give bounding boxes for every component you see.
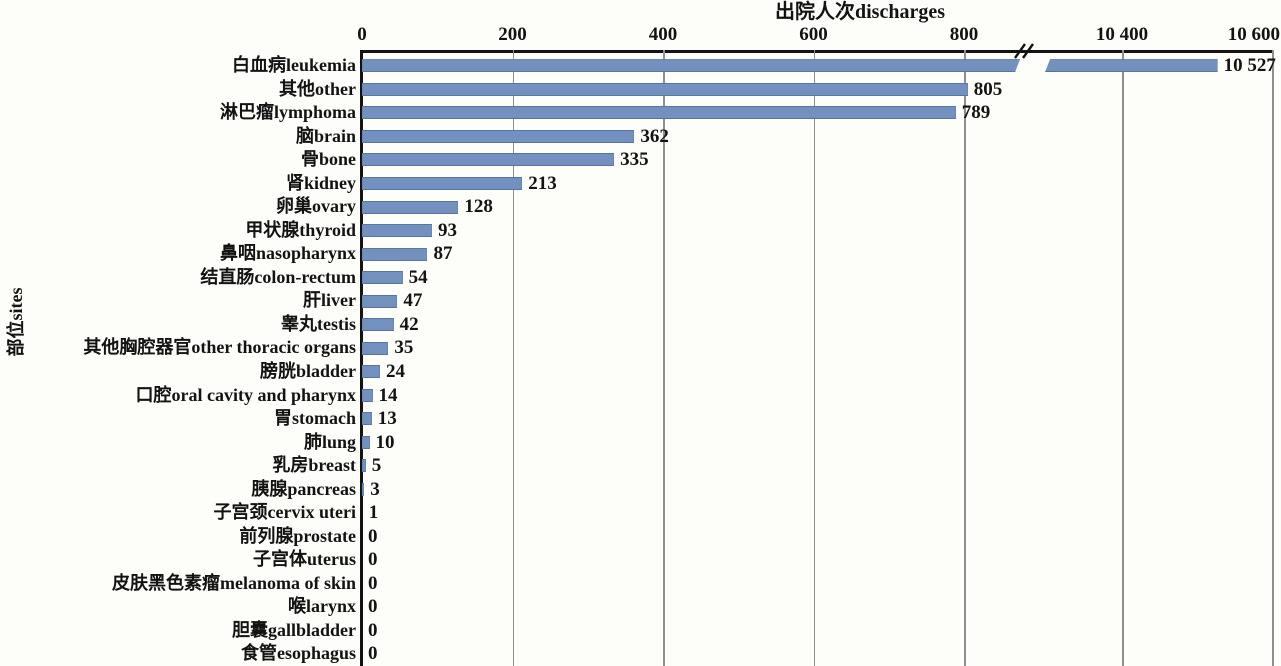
bar-value-label: 42 bbox=[399, 313, 419, 335]
bar-segment bbox=[362, 129, 635, 143]
gridline bbox=[1272, 50, 1274, 666]
gridline bbox=[813, 50, 815, 666]
category-label: 子宫体uterus bbox=[253, 549, 356, 570]
bar-value-label: 128 bbox=[464, 196, 493, 218]
bar-value-label: 3 bbox=[370, 478, 380, 500]
category-label: 口腔oral cavity and pharynx bbox=[135, 384, 356, 405]
bar-segment bbox=[362, 435, 370, 449]
x-tick-label: 800 bbox=[949, 24, 979, 45]
bar-segment bbox=[362, 224, 432, 238]
bar-segment bbox=[362, 459, 366, 473]
bar-segment bbox=[362, 247, 428, 261]
bar-value-label: 47 bbox=[403, 290, 423, 312]
category-label: 膀胱bladder bbox=[259, 361, 356, 381]
bar-value-label: 805 bbox=[973, 78, 1003, 100]
y-axis-line bbox=[360, 50, 363, 666]
gridline bbox=[964, 50, 966, 666]
category-label: 喉larynx bbox=[287, 596, 356, 617]
bar-value-label: 10 bbox=[375, 431, 395, 453]
plot-area: 10 527 805 789 362 335 213 128 93 87 54 47 42 35 24 14… bbox=[360, 43, 1276, 666]
bar-segment bbox=[362, 294, 398, 308]
category-label: 胰腺pancreas bbox=[251, 478, 356, 499]
category-label: 子宫颈cervix uteri bbox=[213, 502, 356, 523]
category-label: 结直肠colon-rectum bbox=[200, 266, 356, 287]
bar-segment bbox=[362, 82, 968, 96]
category-label: 甲状腺thyroid bbox=[245, 219, 356, 240]
bar-value-label: 335 bbox=[620, 149, 649, 171]
category-label: 肾kidney bbox=[285, 172, 356, 193]
x-axis-tick-labels: 0 200 400 600 800 10 400 10 600 bbox=[357, 22, 1280, 48]
bar-segment bbox=[362, 59, 1020, 72]
category-label: 食管esophagus bbox=[240, 643, 356, 664]
bar-segment bbox=[362, 412, 372, 426]
category-label: 睾丸testis bbox=[281, 313, 356, 334]
bar-value-label: 10 527 bbox=[1223, 55, 1276, 76]
gridline bbox=[1122, 50, 1124, 666]
bar-segment bbox=[362, 176, 523, 190]
category-label: 鼻咽nasopharynx bbox=[219, 243, 356, 264]
bar-value-label: 24 bbox=[386, 361, 406, 382]
category-label: 乳房breast bbox=[272, 455, 356, 476]
category-label: 卵巢ovary bbox=[276, 196, 356, 217]
bar-segment bbox=[362, 341, 389, 355]
category-labels: 白血病leukemia 其他other 淋巴瘤lymphoma 脑brain 骨bone… bbox=[0, 50, 356, 666]
axis-break-icon bbox=[1014, 43, 1034, 59]
gridline bbox=[663, 50, 665, 666]
bar-value-label: 0 bbox=[368, 619, 378, 641]
bar-segment bbox=[362, 388, 373, 402]
bar-segment bbox=[362, 318, 394, 332]
bar-value-label: 14 bbox=[378, 384, 398, 406]
bar-segment bbox=[362, 106, 956, 120]
bar-segment bbox=[362, 200, 459, 214]
category-label: 前列腺prostate bbox=[239, 525, 356, 546]
category-label: 脑brain bbox=[295, 125, 356, 146]
category-label: 白血病leukemia bbox=[232, 55, 356, 75]
bar-value-label: 0 bbox=[368, 643, 378, 665]
x-tick-label: 10 400 bbox=[1095, 24, 1149, 45]
bar-value-label: 0 bbox=[368, 525, 378, 547]
bar-value-label: 1 bbox=[368, 502, 379, 524]
bar-value-label: 87 bbox=[433, 243, 453, 265]
bar-value-label: 13 bbox=[377, 408, 397, 430]
chart-title: 出院人次discharges bbox=[775, 1, 945, 23]
bar-value-label: 0 bbox=[368, 572, 378, 594]
category-label: 淋巴瘤lymphoma bbox=[219, 102, 356, 123]
category-label: 胃stomach bbox=[274, 408, 356, 429]
bar-value-label: 0 bbox=[368, 549, 378, 571]
gridline bbox=[512, 50, 514, 666]
category-label: 骨bone bbox=[300, 149, 356, 170]
bar-segment bbox=[362, 482, 365, 496]
bar-value-label: 35 bbox=[394, 337, 414, 359]
bar-value-label: 213 bbox=[528, 172, 557, 194]
category-label: 肝liver bbox=[303, 290, 356, 311]
bar-segment bbox=[362, 153, 615, 167]
x-tick-label: 600 bbox=[799, 24, 828, 45]
category-label: 皮肤黑色素瘤melanoma of skin bbox=[111, 572, 356, 593]
x-tick-label: 0 bbox=[357, 24, 367, 45]
bar-value-label: 54 bbox=[408, 266, 428, 288]
bar-segment bbox=[362, 365, 381, 379]
x-tick-label: 400 bbox=[648, 24, 678, 45]
category-label: 肺lung bbox=[303, 431, 356, 452]
bar-value-label: 789 bbox=[961, 102, 991, 124]
bar-segment bbox=[1045, 59, 1218, 73]
bar-value-label: 0 bbox=[368, 596, 378, 618]
category-label: 其他胸腔器官other thoracic organs bbox=[83, 337, 356, 358]
bar-value-label: 5 bbox=[371, 455, 382, 477]
x-tick-label: 10 600 bbox=[1227, 24, 1280, 45]
bar-value-label: 93 bbox=[437, 219, 457, 241]
x-tick-label: 200 bbox=[498, 24, 527, 45]
x-axis-line bbox=[360, 50, 1274, 53]
bar-segment bbox=[362, 271, 403, 285]
category-label: 其他other bbox=[279, 78, 356, 99]
bar-value-label: 362 bbox=[640, 125, 669, 147]
category-label: 胆囊gallbladder bbox=[231, 619, 356, 640]
